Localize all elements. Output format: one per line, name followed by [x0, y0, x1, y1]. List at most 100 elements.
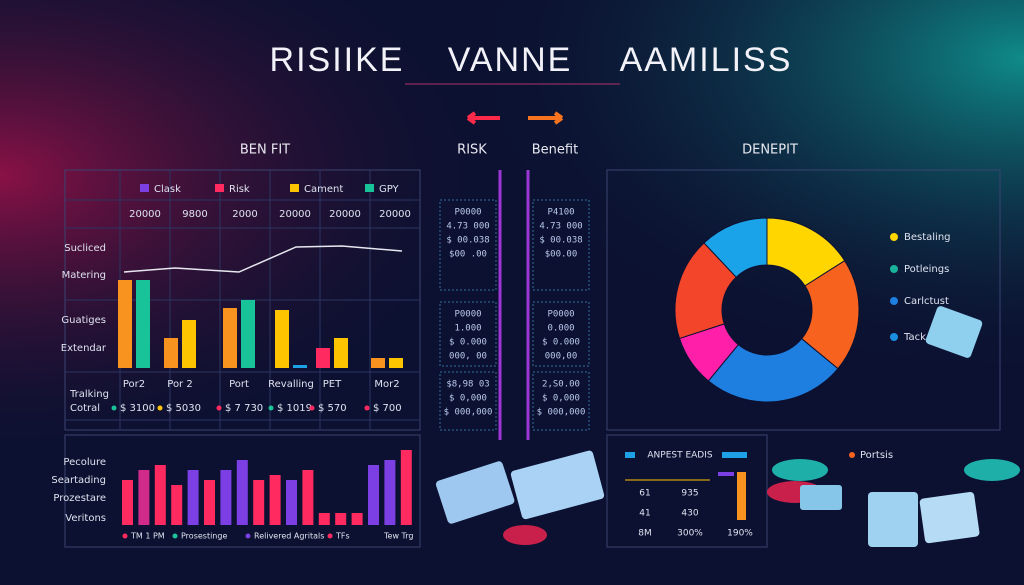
table-box	[532, 199, 590, 291]
card	[510, 450, 605, 520]
x-tick-label: Por2	[123, 379, 145, 390]
column-value: 20000	[329, 209, 361, 220]
table-cell: $ 0,000	[542, 394, 580, 404]
legend-swatch	[215, 184, 224, 192]
bar	[171, 485, 183, 525]
summary-cell: 41	[639, 509, 650, 519]
table-cell: $ 0,000	[449, 394, 487, 404]
side-label: Portsis	[860, 450, 893, 461]
legend-swatch	[140, 184, 149, 192]
legend-dot	[890, 265, 898, 273]
bar	[302, 470, 314, 525]
title-word: RISIIKE	[270, 41, 405, 79]
column-header: RISK	[457, 143, 487, 158]
column-value: 20000	[129, 209, 161, 220]
legend-dot	[890, 233, 898, 241]
table-cell: P0000	[547, 310, 574, 320]
card	[435, 461, 515, 524]
legend-label: TFs	[335, 532, 350, 541]
accent-bar	[737, 472, 746, 520]
bar	[334, 338, 348, 368]
bar	[164, 338, 178, 368]
table-cell: $ 000,000	[444, 408, 493, 418]
summary-cell: 8M	[638, 529, 652, 539]
bar	[236, 460, 248, 525]
x-tick-label: PET	[323, 379, 342, 390]
legend-label: Cament	[304, 184, 343, 195]
legend-label: Prosestinge	[181, 532, 227, 541]
table-cell: $ 0.000	[542, 338, 580, 348]
table-cell: $00 .00	[449, 250, 487, 260]
table-cell: 000,00	[545, 352, 578, 362]
card	[925, 306, 983, 358]
table-cell: P4100	[547, 208, 574, 218]
column-value: 9800	[182, 209, 207, 220]
table-cell: $ 0.000	[449, 338, 487, 348]
chip	[503, 525, 547, 545]
chart-title: BEN FIT	[240, 143, 290, 158]
table-cell: $8,98 03	[446, 380, 489, 390]
bar	[318, 513, 330, 525]
legend-dot	[890, 297, 898, 305]
table-box	[532, 371, 590, 431]
table-cell: P0000	[454, 208, 481, 218]
bar	[136, 280, 150, 368]
bar	[122, 480, 133, 525]
legend-dot	[327, 533, 333, 539]
x-tick-label: Mor2	[374, 379, 399, 390]
legend-label: Tack	[903, 332, 926, 343]
card	[868, 492, 918, 547]
summary-cell: 935	[681, 489, 698, 499]
bar	[286, 480, 297, 525]
value-dot	[111, 405, 117, 411]
footer-label: Cotral	[70, 403, 100, 414]
bar	[253, 480, 265, 525]
pie-slice	[707, 337, 839, 403]
bar	[269, 475, 281, 525]
value-dot	[268, 405, 274, 411]
bar	[384, 460, 396, 525]
value-dot	[216, 405, 222, 411]
row-label: Guatiges	[61, 315, 106, 326]
accent-bar	[718, 472, 734, 476]
x-tick-label: Por 2	[167, 379, 192, 390]
category-value: $ 570	[318, 403, 347, 414]
chip	[772, 459, 828, 481]
bar	[118, 280, 132, 368]
summary-cell: 430	[681, 509, 698, 519]
table-cell: $ 00.038	[539, 236, 582, 246]
legend-label: Carlctust	[904, 296, 949, 307]
table-box	[532, 301, 590, 367]
line	[123, 245, 403, 273]
row-label: Prozestare	[53, 493, 106, 504]
category-value: $ 700	[373, 403, 402, 414]
table-cell: $ 00.038	[446, 236, 489, 246]
legend-label: Potleings	[904, 264, 949, 275]
legend-label: Bestaling	[904, 232, 951, 243]
bar	[182, 320, 196, 368]
table-cell: $ 000,000	[537, 408, 586, 418]
bar	[204, 480, 215, 525]
category-value: $ 1019	[277, 403, 312, 414]
legend-label: Clask	[154, 184, 181, 195]
category-value: $ 7 730	[225, 403, 263, 414]
header-bar	[625, 452, 635, 458]
legend-label: TM 1 PM	[130, 532, 165, 541]
table-cell: 4.73 000	[446, 222, 489, 232]
column-value: 20000	[379, 209, 411, 220]
column-header: Benefit	[532, 143, 578, 158]
x-tick-label: Revalling	[268, 379, 314, 390]
table-cell: 4.73 000	[539, 222, 582, 232]
panel	[606, 434, 768, 548]
bar	[138, 470, 150, 525]
table-cell: $00.00	[545, 250, 578, 260]
column-value: 2000	[232, 209, 257, 220]
value-dot	[364, 405, 370, 411]
bar	[389, 358, 403, 368]
legend-label: GPY	[379, 184, 400, 195]
row-label: Matering	[62, 270, 106, 281]
row-label: Seartading	[51, 475, 106, 486]
bar	[335, 513, 347, 525]
bar	[316, 348, 330, 368]
